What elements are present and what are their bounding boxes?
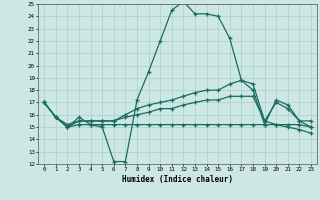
X-axis label: Humidex (Indice chaleur): Humidex (Indice chaleur) (122, 175, 233, 184)
